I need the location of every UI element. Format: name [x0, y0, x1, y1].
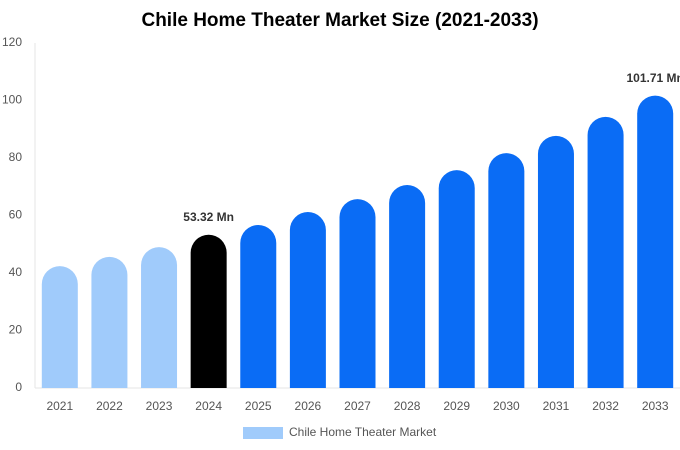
- x-tick-label: 2031: [543, 399, 570, 413]
- bar: [91, 256, 128, 388]
- y-tick-label: 0: [15, 380, 22, 394]
- bar: [41, 266, 78, 388]
- x-tick-label: 2030: [493, 399, 520, 413]
- y-tick-label: 80: [9, 150, 23, 164]
- x-tick-label: 2028: [394, 399, 421, 413]
- x-tick-label: 2021: [46, 399, 73, 413]
- x-tick-label: 2024: [195, 399, 222, 413]
- bar: [289, 212, 326, 388]
- bar: [637, 95, 674, 389]
- bar: [339, 199, 376, 388]
- bar: [488, 153, 525, 388]
- x-tick-label: 2029: [443, 399, 470, 413]
- x-tick-label: 2027: [344, 399, 371, 413]
- x-tick-label: 2022: [96, 399, 123, 413]
- bar: [141, 247, 178, 388]
- bar: [587, 116, 624, 388]
- x-tick-label: 2026: [295, 399, 322, 413]
- bar: [190, 234, 227, 388]
- y-tick-label: 40: [9, 265, 23, 279]
- bar: [537, 135, 574, 388]
- legend-label: Chile Home Theater Market: [289, 425, 437, 439]
- y-tick-label: 120: [2, 35, 22, 49]
- value-label: 53.32 Mn: [183, 210, 234, 224]
- chart-title: Chile Home Theater Market Size (2021-203…: [141, 10, 538, 31]
- y-tick-label: 60: [9, 208, 23, 222]
- value-label: 101.71 Mn: [627, 71, 680, 85]
- y-tick-label: 100: [2, 93, 22, 107]
- y-tick-label: 20: [9, 323, 23, 337]
- x-tick-label: 2033: [642, 399, 669, 413]
- x-tick-label: 2023: [146, 399, 173, 413]
- bar: [389, 185, 426, 388]
- x-tick-label: 2032: [592, 399, 619, 413]
- x-tick-label: 2025: [245, 399, 272, 413]
- bar: [438, 170, 475, 388]
- legend-swatch: [243, 427, 283, 439]
- bar: [240, 224, 277, 388]
